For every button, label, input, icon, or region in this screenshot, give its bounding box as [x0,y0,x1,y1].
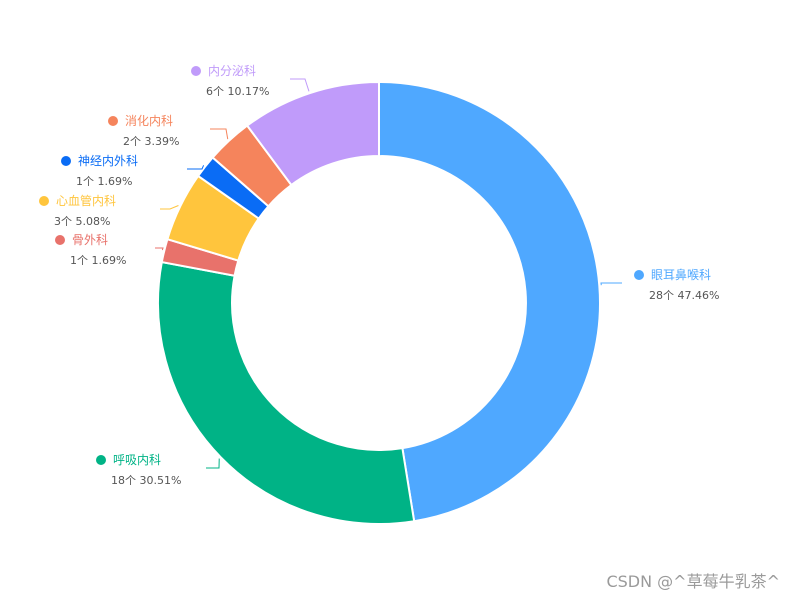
label-dot-0 [634,270,644,280]
label-dot-6 [191,66,201,76]
leader-line-4 [187,165,205,170]
slice-value-label-3: 3个 5.08% [54,215,110,228]
leader-line-6 [290,78,310,92]
leader-line-2 [155,247,164,251]
slice-name-label-2: 骨外科 [72,233,108,247]
slice-name-label-4: 神经内外科 [78,154,138,168]
slice-name-label-6: 内分泌科 [208,64,256,78]
leader-line-3 [160,205,179,210]
leader-line-5 [210,128,229,140]
slice-1[interactable] [157,260,416,525]
donut-slices [157,80,601,525]
slice-value-label-0: 28个 47.46% [649,289,719,302]
slice-value-label-6: 6个 10.17% [206,85,269,98]
slice-value-label-4: 1个 1.69% [76,175,132,188]
label-dot-5 [108,116,118,126]
slice-name-label-0: 眼耳鼻喉科 [651,267,711,282]
slice-name-label-5: 消化内科 [125,114,173,128]
slice-name-label-1: 呼吸内科 [113,453,161,467]
label-dot-1 [96,455,106,465]
slice-value-label-5: 2个 3.39% [123,135,179,148]
slice-value-label-2: 1个 1.69% [70,254,126,267]
label-dot-2 [55,235,65,245]
label-dot-4 [61,156,71,166]
leader-line-1 [206,458,220,469]
leader-line-0 [600,282,622,286]
slice-value-label-1: 18个 30.51% [111,474,181,487]
slice-0[interactable] [378,80,601,523]
label-dot-3 [39,196,49,206]
slice-name-label-3: 心血管内科 [56,193,116,208]
slice-labels: 眼耳鼻喉科 28个 47.46% 呼吸内科 18个 30.51% 骨外科 1个 1.69%… [39,64,719,487]
slice-6[interactable] [245,80,380,187]
watermark: CSDN @^草莓牛乳茶^ [606,572,780,591]
label-leader-lines [155,78,622,469]
